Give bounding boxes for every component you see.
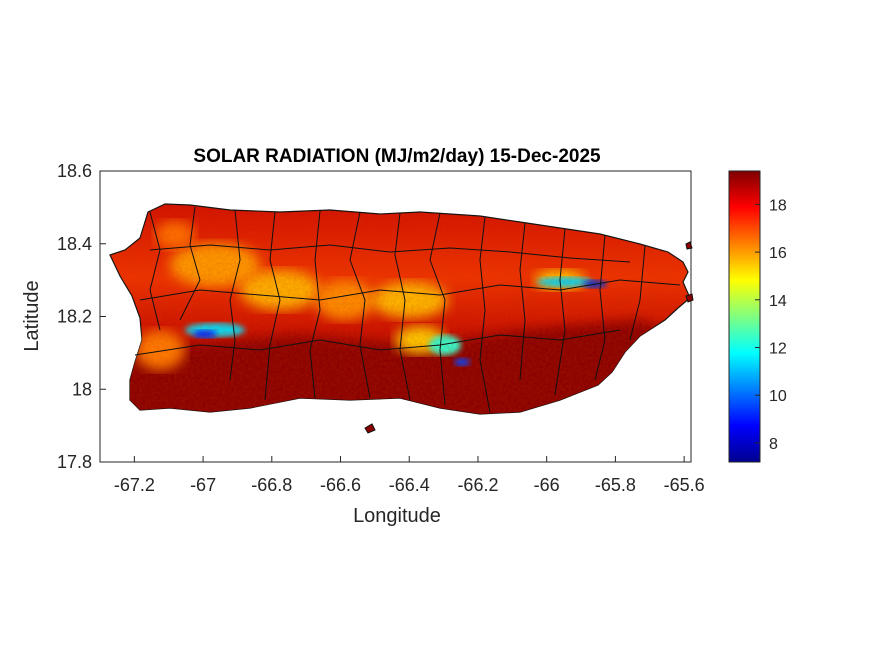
y-axis: 17.8 18 18.2 18.4 18.6	[57, 161, 106, 472]
colorbar-ticks: 8 10 12 14 16 18	[755, 197, 787, 453]
y-tick-label: 18.2	[57, 307, 92, 327]
radiation-field	[110, 204, 690, 414]
colorbar: 8 10 12 14 16 18	[728, 170, 787, 463]
x-tick-label: -66.2	[457, 475, 498, 495]
x-axis: -67.2 -67 -66.8 -66.6 -66.4 -66.2 -66 -65.8 -65.…	[114, 456, 705, 495]
colorbar-tick-label: 18	[769, 197, 787, 214]
y-tick-label: 18	[72, 379, 92, 399]
y-axis-label: Latitude	[21, 280, 43, 351]
x-tick-label: -66.6	[320, 475, 361, 495]
colorbar-tick-label: 16	[769, 245, 787, 262]
x-tick-label: -65.6	[664, 475, 705, 495]
colorbar-tick-label: 8	[769, 436, 778, 453]
y-tick-label: 18.4	[57, 234, 92, 254]
x-tick-label: -66.4	[389, 475, 430, 495]
colorbar-tick-label: 14	[769, 293, 787, 310]
x-tick-label: -66.8	[251, 475, 292, 495]
chart-title: SOLAR RADIATION (MJ/m2/day) 15-Dec-2025	[193, 146, 601, 167]
solar-radiation-heatmap	[109, 203, 694, 434]
colorbar-tick-label: 10	[769, 388, 787, 405]
x-tick-label: -66	[534, 475, 560, 495]
y-tick-label: 18.6	[57, 161, 92, 181]
y-tick-label: 17.8	[57, 452, 92, 472]
x-axis-label: Longitude	[353, 505, 441, 527]
x-tick-label: -67	[190, 475, 216, 495]
colorbar-gradient	[728, 170, 761, 463]
municipality-borders	[134, 206, 681, 413]
colorbar-tick-label: 12	[769, 341, 787, 358]
x-tick-label: -65.8	[595, 475, 636, 495]
x-tick-label: -67.2	[114, 475, 155, 495]
offshore-islands	[364, 241, 694, 434]
